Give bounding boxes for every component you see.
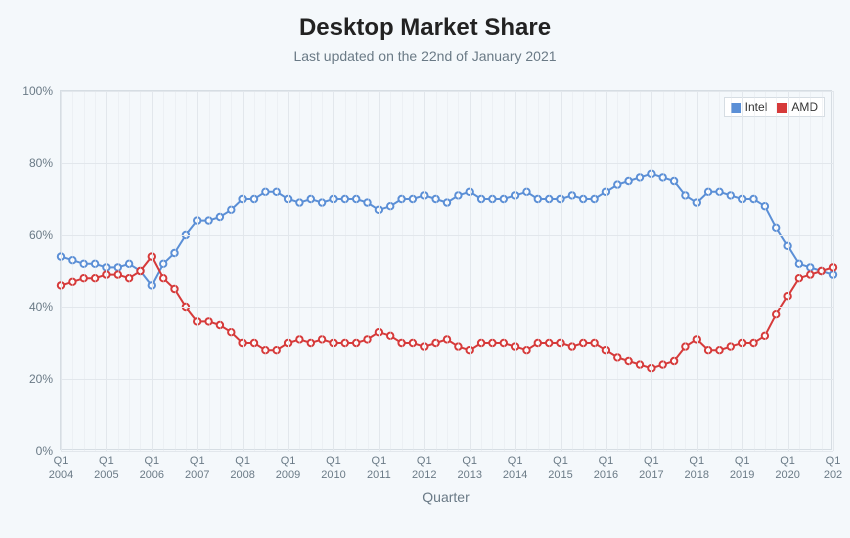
- gridline-v-minor: [765, 91, 766, 451]
- gridline-v-major: [470, 91, 471, 451]
- xtick-label: Q12006: [140, 455, 164, 483]
- ytick-label: 60%: [29, 228, 53, 242]
- gridline-v-minor: [209, 91, 210, 451]
- gridline-v-minor: [402, 91, 403, 451]
- gridline-v-minor: [163, 91, 164, 451]
- xtick-label: Q12019: [730, 455, 754, 483]
- gridline-v-major: [243, 91, 244, 451]
- gridline-v-minor: [254, 91, 255, 451]
- x-axis-label: Quarter: [61, 489, 831, 505]
- gridline-v-minor: [617, 91, 618, 451]
- plot-area: Intel AMD Quarter 0%20%40%60%80%100%Q120…: [60, 90, 832, 450]
- gridline-v-minor: [708, 91, 709, 451]
- gridline-v-minor: [481, 91, 482, 451]
- gridline-v-minor: [129, 91, 130, 451]
- gridline-v-major: [561, 91, 562, 451]
- xtick-label: Q12014: [503, 455, 527, 483]
- gridline-v-minor: [538, 91, 539, 451]
- gridline-v-major: [333, 91, 334, 451]
- gridline-v-major: [288, 91, 289, 451]
- gridline-v-minor: [95, 91, 96, 451]
- ytick-label: 100%: [22, 84, 53, 98]
- xtick-label: Q12017: [639, 455, 663, 483]
- gridline-v-minor: [674, 91, 675, 451]
- gridline-v-minor: [356, 91, 357, 451]
- gridline-v-minor: [72, 91, 73, 451]
- xtick-label: Q12004: [49, 455, 73, 483]
- gridline-v-minor: [583, 91, 584, 451]
- gridline-v-minor: [447, 91, 448, 451]
- gridline-v-major: [788, 91, 789, 451]
- xtick-label: Q12007: [185, 455, 209, 483]
- gridline-v-major: [606, 91, 607, 451]
- gridline-v-minor: [731, 91, 732, 451]
- gridline-v-minor: [220, 91, 221, 451]
- gridline-v-major: [833, 91, 834, 451]
- xtick-label: Q12013: [457, 455, 481, 483]
- chart-subtitle: Last updated on the 22nd of January 2021: [0, 48, 850, 64]
- gridline-v-minor: [265, 91, 266, 451]
- gridline-v-minor: [322, 91, 323, 451]
- xtick-label: Q12011: [367, 455, 391, 483]
- gridline-v-minor: [822, 91, 823, 451]
- gridline-v-minor: [436, 91, 437, 451]
- gridline-v-major: [424, 91, 425, 451]
- gridline-v-major: [742, 91, 743, 451]
- ytick-label: 80%: [29, 156, 53, 170]
- xtick-label: Q12005: [94, 455, 118, 483]
- gridline-v-minor: [685, 91, 686, 451]
- gridline-v-major: [651, 91, 652, 451]
- xtick-label: Q1202: [824, 455, 842, 483]
- gridline-v-major: [61, 91, 62, 451]
- gridline-v-minor: [549, 91, 550, 451]
- gridline-v-minor: [390, 91, 391, 451]
- chart-title: Desktop Market Share: [0, 0, 850, 42]
- xtick-label: Q12009: [276, 455, 300, 483]
- gridline-v-minor: [799, 91, 800, 451]
- gridline-v-minor: [311, 91, 312, 451]
- gridline-v-minor: [299, 91, 300, 451]
- gridline-v-minor: [231, 91, 232, 451]
- gridline-v-minor: [776, 91, 777, 451]
- gridline-v-major: [379, 91, 380, 451]
- gridline-v-major: [697, 91, 698, 451]
- ytick-label: 20%: [29, 372, 53, 386]
- xtick-label: Q12008: [230, 455, 254, 483]
- gridline-v-minor: [186, 91, 187, 451]
- xtick-label: Q12020: [775, 455, 799, 483]
- gridline-v-major: [515, 91, 516, 451]
- gridline-v-minor: [504, 91, 505, 451]
- gridline-v-major: [197, 91, 198, 451]
- gridline-v-minor: [413, 91, 414, 451]
- gridline-v-minor: [492, 91, 493, 451]
- gridline-v-minor: [572, 91, 573, 451]
- gridline-v-minor: [140, 91, 141, 451]
- gridline-v-major: [106, 91, 107, 451]
- xtick-label: Q12012: [412, 455, 436, 483]
- gridline-v-minor: [368, 91, 369, 451]
- xtick-label: Q12015: [548, 455, 572, 483]
- gridline-v-minor: [458, 91, 459, 451]
- gridline-v-major: [152, 91, 153, 451]
- gridline-v-minor: [663, 91, 664, 451]
- gridline-v-minor: [175, 91, 176, 451]
- gridline-v-minor: [118, 91, 119, 451]
- gridline-v-minor: [277, 91, 278, 451]
- gridline-v-minor: [84, 91, 85, 451]
- gridline-v-minor: [640, 91, 641, 451]
- gridline-v-minor: [526, 91, 527, 451]
- gridline-v-minor: [754, 91, 755, 451]
- gridline-h: [61, 451, 833, 452]
- gridline-v-minor: [629, 91, 630, 451]
- gridline-v-minor: [719, 91, 720, 451]
- xtick-label: Q12016: [594, 455, 618, 483]
- ytick-label: 40%: [29, 300, 53, 314]
- gridline-v-minor: [345, 91, 346, 451]
- xtick-label: Q12010: [321, 455, 345, 483]
- gridline-v-minor: [595, 91, 596, 451]
- gridline-v-minor: [810, 91, 811, 451]
- xtick-label: Q12018: [685, 455, 709, 483]
